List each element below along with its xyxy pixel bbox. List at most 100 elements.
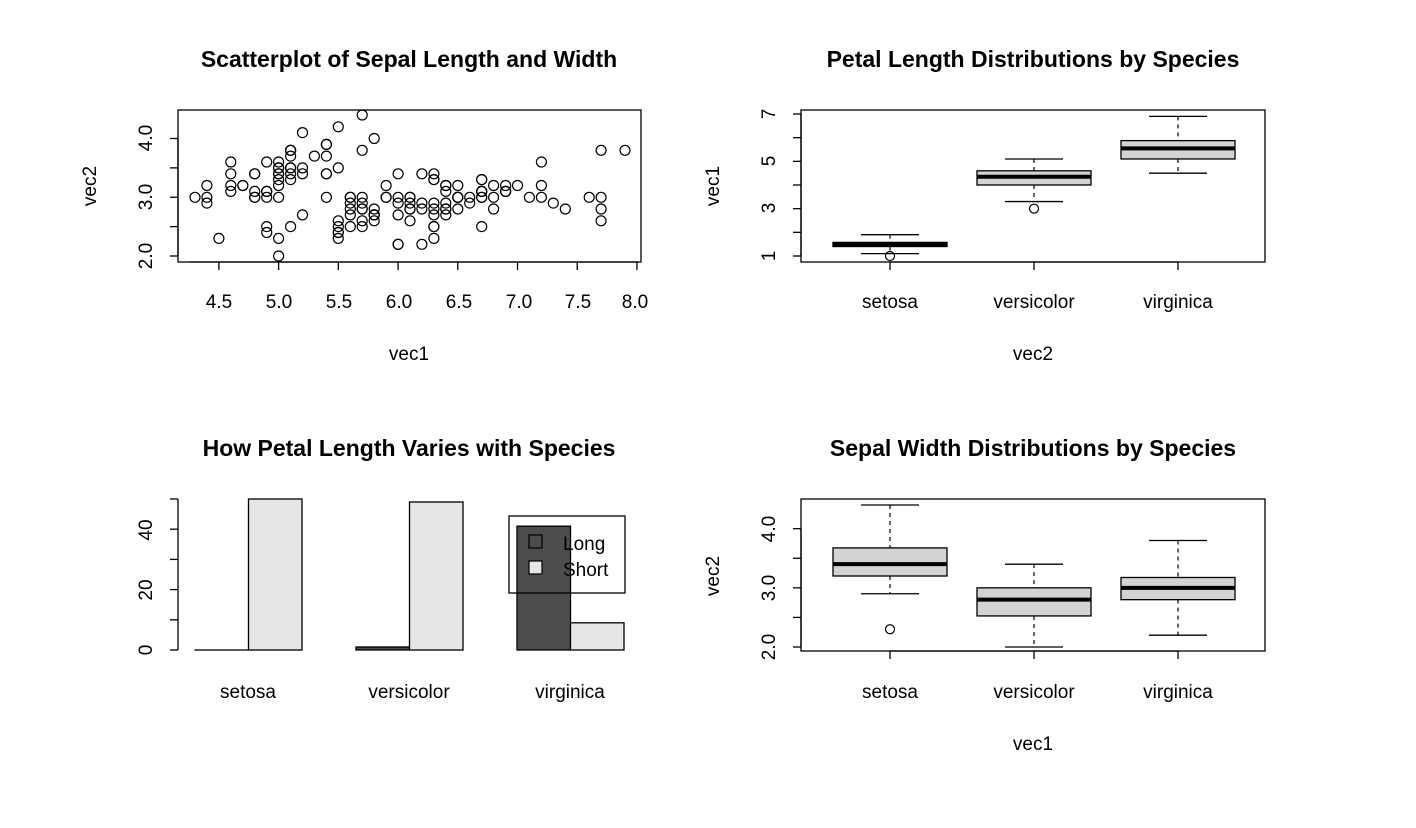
scatter-point <box>332 226 344 239</box>
sepal-y-axis-label: vec2 <box>703 556 724 596</box>
sepal-boxplot-title: Sepal Width Distributions by Species <box>830 435 1236 461</box>
scatter-point <box>368 203 380 215</box>
scatter-point <box>368 215 380 227</box>
scatter-point <box>368 209 380 221</box>
panel-petal-length-boxplot: Petal Length Distributions by Species se… <box>703 46 1266 365</box>
scatter-point <box>285 168 297 180</box>
scatter-point <box>488 203 500 215</box>
x-tick-label: 6.5 <box>446 292 472 313</box>
petal-boxplot-title: Petal Length Distributions by Species <box>827 46 1240 72</box>
category-label: setosa <box>862 682 918 703</box>
scatter-point <box>404 197 416 209</box>
scatter-point <box>440 209 452 221</box>
scatter-point <box>464 197 476 209</box>
scatter-point <box>368 132 380 145</box>
scatter-point <box>273 250 285 262</box>
scatter-point <box>523 191 536 203</box>
bars <box>194 498 625 651</box>
scatter-point <box>320 150 332 162</box>
category-label: virginica <box>1143 292 1213 313</box>
scatter-point <box>356 197 368 209</box>
panel-scatterplot: Scatterplot of Sepal Length and Width 4.… <box>80 46 648 365</box>
y-tick-label: 2.0 <box>759 634 780 660</box>
scatter-y-tick-labels: 2.0 3.0 4.0 <box>136 125 157 269</box>
y-tick-label: 4.0 <box>759 516 780 542</box>
scatter-point <box>237 179 249 192</box>
y-tick-label: 3 <box>759 203 780 214</box>
scatter-point <box>440 197 452 209</box>
legend-swatch-short <box>528 560 543 575</box>
y-tick-label: 4.0 <box>136 125 157 151</box>
bar-long <box>516 525 572 651</box>
scatter-point <box>476 221 488 233</box>
scatter-point <box>320 191 332 203</box>
scatter-point <box>273 174 285 186</box>
scatter-point <box>476 191 488 203</box>
sepal-x-axis-label: vec1 <box>1013 734 1053 755</box>
bar-y-tick-labels: 0 20 40 <box>136 519 157 655</box>
scatter-point <box>249 168 261 180</box>
scatter-point <box>404 215 416 227</box>
sepal-category-labels: setosa versicolor virginica <box>862 682 1213 703</box>
category-label: setosa <box>862 292 918 313</box>
scatter-point <box>344 191 356 203</box>
scatter-point <box>285 162 297 174</box>
panel-bar-chart: How Petal Length Varies with Species 0 2… <box>136 435 626 703</box>
scatter-point <box>488 179 500 192</box>
scatter-point <box>595 203 607 215</box>
y-tick-label: 3.0 <box>759 575 780 601</box>
x-tick-label: 7.5 <box>565 292 591 313</box>
scatter-point <box>392 197 404 209</box>
x-tick-label: 5.0 <box>266 292 292 313</box>
scatter-point <box>261 185 273 197</box>
scatter-point <box>476 174 488 186</box>
scatter-point <box>595 144 607 156</box>
scatter-point <box>535 191 548 203</box>
scatter-point <box>500 179 512 192</box>
scatter-point <box>273 156 285 168</box>
scatter-x-axis <box>190 261 638 270</box>
outlier-point <box>884 624 896 635</box>
y-tick-label: 2.0 <box>136 243 157 269</box>
scatter-point <box>261 221 273 233</box>
petal-category-labels: setosa versicolor virginica <box>862 292 1213 313</box>
scatter-point <box>476 185 488 197</box>
scatter-point <box>356 203 368 215</box>
petal-x-axis <box>889 261 1179 270</box>
bar-chart-title: How Petal Length Varies with Species <box>203 435 616 461</box>
category-label: virginica <box>535 682 605 703</box>
petal-y-tick-labels: 1 3 5 7 <box>759 109 780 262</box>
scatter-point <box>440 179 452 192</box>
y-tick-label: 0 <box>136 645 157 656</box>
scatter-point <box>583 191 595 203</box>
scatter-point <box>547 197 559 209</box>
scatter-point <box>356 109 368 121</box>
legend-box <box>508 515 626 594</box>
scatter-point <box>225 179 237 192</box>
scatter-point <box>428 168 440 180</box>
scatter-point <box>595 191 607 203</box>
scatter-point <box>440 185 452 197</box>
scatter-point <box>332 121 344 133</box>
scatter-point <box>225 156 237 168</box>
legend-swatch-long <box>528 534 543 549</box>
scatter-point <box>416 238 428 250</box>
scatter-point <box>296 168 309 180</box>
scatter-point <box>452 191 464 203</box>
sepal-y-tick-labels: 2.0 3.0 4.0 <box>759 516 780 660</box>
scatter-point <box>356 215 368 227</box>
scatter-point <box>344 221 356 233</box>
scatter-point <box>261 191 273 203</box>
scatter-point <box>285 174 297 186</box>
scatter-point <box>273 232 285 244</box>
scatter-point <box>201 179 213 192</box>
scatter-point <box>619 144 631 156</box>
scatter-point <box>511 179 524 192</box>
scatter-point <box>500 185 512 197</box>
scatter-y-axis-label: vec2 <box>80 166 101 206</box>
y-tick-label: 3.0 <box>136 184 157 210</box>
scatter-x-axis-label: vec1 <box>389 344 429 365</box>
scatter-point <box>535 179 548 192</box>
scatter-point <box>296 162 309 174</box>
